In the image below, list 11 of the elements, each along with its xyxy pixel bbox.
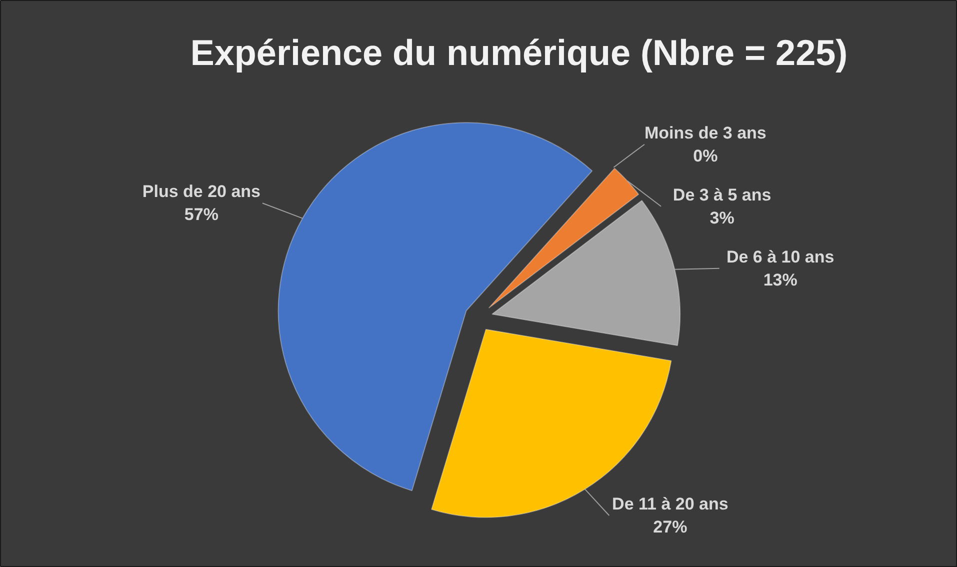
data-label: 13%	[763, 270, 798, 290]
slice-label: De 6 à 10 ans	[726, 247, 834, 266]
data-label: 57%	[184, 205, 218, 224]
slice-label: Plus de 20 ans	[142, 182, 261, 202]
chart-title: Expérience du numérique (Nbre = 225)	[190, 32, 848, 73]
data-label: 3%	[710, 208, 734, 228]
data-label: 27%	[653, 518, 688, 537]
slice-label: De 3 à 5 ans	[672, 185, 772, 204]
category-label: Moins de 3 ans	[644, 123, 766, 142]
slice-label: De 11 à 20 ans	[612, 494, 728, 514]
text: 0%	[693, 146, 718, 166]
